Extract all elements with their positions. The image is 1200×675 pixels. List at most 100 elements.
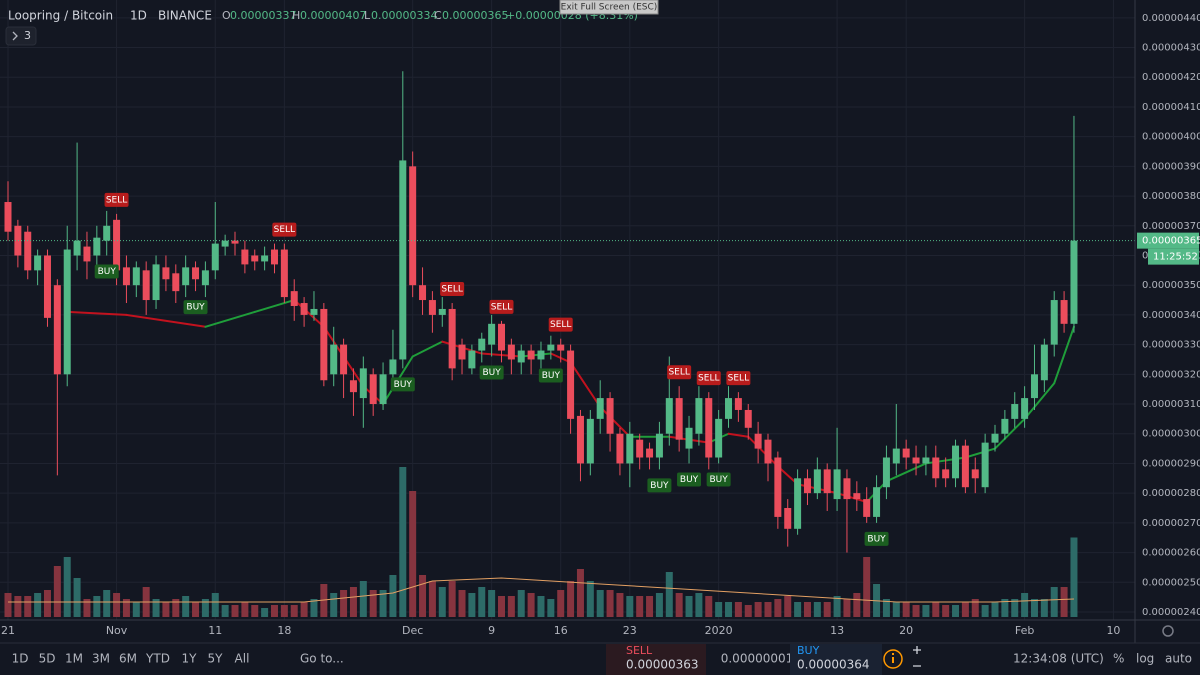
signal-label: SELL	[106, 195, 127, 205]
candle-body	[34, 255, 42, 271]
ma-segment	[747, 435, 779, 468]
high-label: H	[292, 9, 300, 22]
volume-bar	[369, 590, 377, 617]
candle-body	[655, 433, 663, 458]
range-button[interactable]: 1M	[65, 652, 83, 666]
candle-body	[547, 344, 555, 351]
candle-body	[1060, 300, 1068, 324]
volume-bar	[300, 602, 308, 617]
buy-button[interactable]	[790, 644, 882, 675]
countdown: 11:25:52	[1153, 252, 1198, 263]
goto-button[interactable]: Go to...	[300, 652, 344, 666]
candle-body	[14, 225, 22, 256]
volume-bar	[784, 596, 792, 617]
indicators-count: 3	[24, 29, 31, 42]
info-icon[interactable]	[883, 649, 903, 669]
y-tick-label: 0.00000320	[1142, 369, 1200, 380]
candle-body	[73, 240, 81, 256]
candle-body	[1021, 398, 1029, 419]
open-label: O	[222, 9, 231, 22]
y-tick-label: 0.00000430	[1142, 43, 1200, 54]
volume-bar	[774, 599, 782, 617]
candle-body	[478, 338, 486, 351]
y-tick-label: 0.00000270	[1142, 518, 1200, 529]
volume-bar	[626, 596, 634, 617]
volume-bar	[498, 596, 505, 617]
signal-badge	[104, 192, 129, 207]
candle-body	[774, 457, 782, 517]
candle-body	[369, 374, 377, 405]
volume-bar	[24, 596, 32, 617]
range-button[interactable]: 1Y	[182, 652, 198, 666]
toolbar-items: Go to... SELL 0.00000363 0.00000001 BUY …	[12, 625, 1192, 675]
auto-toggle[interactable]: auto	[1165, 652, 1192, 666]
y-tick-label: 0.00000370	[1142, 221, 1200, 232]
range-button[interactable]: 5Y	[208, 652, 224, 666]
candle-body	[498, 323, 505, 351]
volume-bar	[705, 596, 713, 617]
x-tick-label: 2020	[705, 624, 733, 637]
candle-body	[517, 350, 525, 363]
candle-body	[290, 291, 298, 306]
open-value: 0.00000337	[230, 9, 296, 22]
signal-label: BUY	[680, 475, 699, 485]
candle-body	[557, 344, 565, 351]
signal-label: BUY	[710, 475, 729, 485]
volume-bar	[270, 605, 278, 617]
candle-body	[734, 398, 742, 410]
signal-badge	[548, 317, 573, 332]
volume-bar	[1001, 599, 1009, 617]
volume-bar	[853, 593, 861, 617]
candle-body	[103, 225, 111, 241]
volume-bar	[932, 602, 940, 617]
volume-bar	[961, 602, 969, 617]
signal-label: SELL	[441, 285, 462, 295]
signal-label: BUY	[394, 380, 413, 390]
volume-bar	[73, 578, 81, 617]
volume-bar	[715, 602, 723, 617]
range-button[interactable]: 3M	[92, 652, 110, 666]
volume-bar	[359, 581, 367, 617]
volume-bar	[794, 602, 802, 617]
volume-bar	[576, 569, 584, 617]
x-tick-label: 23	[623, 624, 637, 637]
range-button[interactable]: 6M	[119, 652, 137, 666]
volume-bar	[665, 572, 673, 617]
candle-body	[1070, 240, 1078, 324]
volume-bar	[813, 602, 821, 617]
x-tick-label: 11	[208, 624, 222, 637]
low-value: 0.00000334	[371, 9, 437, 22]
tooltip: Exit Full Screen (ESC)	[561, 3, 658, 13]
range-button[interactable]: YTD	[145, 652, 170, 666]
candle-body	[24, 231, 32, 271]
candle-body	[458, 344, 466, 360]
volume-bar	[53, 566, 61, 617]
candle-body	[715, 418, 723, 458]
candle-body	[794, 478, 802, 529]
candle-body	[221, 240, 229, 247]
settings-icon[interactable]	[1162, 625, 1174, 637]
volume-bar	[527, 593, 535, 617]
candle-body	[300, 303, 308, 315]
range-button[interactable]: 5D	[39, 652, 56, 666]
plus-minus-icon[interactable]	[913, 646, 921, 667]
indicators-toggle[interactable]	[5, 26, 37, 46]
signal-badge	[696, 371, 721, 386]
volume-bar	[991, 602, 999, 617]
volume-bar	[280, 605, 288, 617]
sell-button[interactable]	[606, 644, 706, 675]
range-button[interactable]: 1D	[12, 652, 29, 666]
candle-body	[971, 469, 979, 479]
volume-bar	[754, 602, 762, 617]
ma-segment	[836, 492, 868, 504]
candle-body	[863, 499, 871, 517]
volume-bar	[113, 593, 121, 617]
log-toggle[interactable]: log	[1136, 652, 1154, 666]
candle-body	[882, 457, 890, 488]
range-button[interactable]: All	[235, 652, 250, 666]
tooltip-box	[559, 0, 659, 15]
y-tick-label: 0.00000420	[1142, 72, 1200, 83]
candle-body	[596, 398, 604, 419]
volume-bar	[725, 602, 733, 617]
percent-toggle[interactable]: %	[1113, 652, 1124, 666]
